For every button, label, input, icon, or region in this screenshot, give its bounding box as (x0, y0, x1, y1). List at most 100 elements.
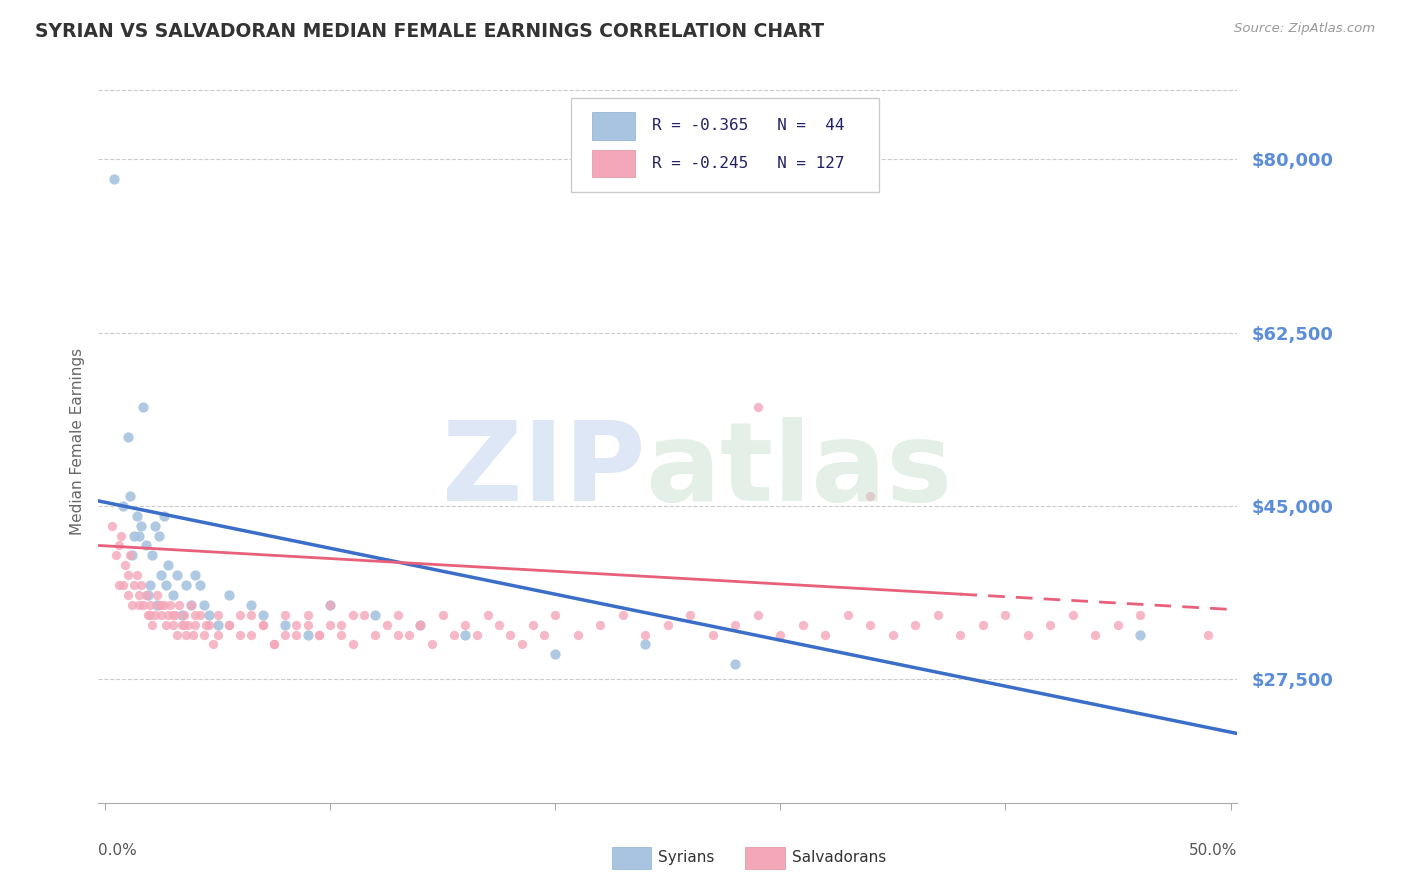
Point (634, 627, 657, 641)
Point (174, 627, 197, 641)
Point (193, 598, 215, 612)
Point (319, 598, 342, 612)
Point (409, 617, 432, 632)
Point (724, 657, 747, 672)
Point (107, 578, 129, 592)
Point (297, 627, 319, 641)
Point (522, 617, 544, 632)
Point (544, 607, 567, 622)
Point (308, 627, 330, 641)
Point (193, 627, 215, 641)
Point (188, 578, 211, 592)
Point (117, 429, 139, 443)
Point (837, 607, 859, 622)
Point (218, 588, 240, 602)
Point (240, 607, 263, 622)
Point (184, 568, 207, 582)
Point (103, 172, 125, 186)
Point (112, 578, 135, 592)
Point (1039, 617, 1062, 632)
Point (252, 617, 274, 632)
Point (904, 617, 927, 632)
Point (184, 607, 207, 622)
Point (994, 607, 1017, 622)
Point (143, 518, 166, 533)
Point (387, 627, 409, 641)
Text: atlas: atlas (645, 417, 952, 524)
Point (146, 588, 169, 602)
Point (612, 607, 634, 622)
Y-axis label: Median Female Earnings: Median Female Earnings (69, 348, 84, 535)
Point (330, 627, 353, 641)
Point (152, 598, 174, 612)
Point (148, 598, 170, 612)
Text: R = -0.245   N = 127: R = -0.245 N = 127 (652, 156, 845, 171)
Point (150, 598, 173, 612)
Point (117, 588, 139, 602)
Point (181, 627, 204, 641)
Point (170, 607, 193, 622)
Point (170, 617, 193, 632)
Point (118, 549, 141, 563)
Point (112, 499, 135, 513)
Point (353, 607, 375, 622)
Point (747, 400, 769, 414)
Point (163, 607, 186, 622)
Point (319, 598, 342, 612)
FancyBboxPatch shape (592, 150, 636, 178)
FancyBboxPatch shape (571, 98, 879, 193)
Point (107, 539, 129, 553)
Point (510, 637, 533, 651)
Point (173, 617, 195, 632)
Point (229, 627, 252, 641)
Point (139, 607, 162, 622)
Point (148, 528, 170, 542)
Point (927, 607, 949, 622)
FancyBboxPatch shape (592, 112, 636, 139)
Text: 50.0%: 50.0% (1189, 843, 1237, 857)
Point (1107, 617, 1129, 632)
Point (589, 617, 612, 632)
Point (432, 607, 454, 622)
Point (129, 518, 152, 533)
Point (1062, 607, 1084, 622)
Point (792, 617, 814, 632)
Point (155, 578, 177, 592)
Point (409, 617, 432, 632)
Point (141, 617, 163, 632)
Point (477, 607, 499, 622)
Point (152, 508, 174, 523)
Point (263, 637, 285, 651)
Point (135, 539, 157, 553)
Point (218, 617, 240, 632)
Point (443, 627, 465, 641)
Point (544, 648, 567, 662)
Point (136, 607, 159, 622)
Point (105, 549, 128, 563)
Point (169, 598, 191, 612)
Point (141, 549, 163, 563)
Point (454, 627, 477, 641)
Point (159, 598, 181, 612)
Point (387, 607, 409, 622)
Point (1129, 607, 1152, 622)
Point (139, 578, 162, 592)
Point (285, 627, 308, 641)
Text: Salvadorans: Salvadorans (792, 850, 886, 864)
Point (121, 549, 143, 563)
Point (174, 578, 197, 592)
Point (184, 617, 207, 632)
Point (197, 617, 219, 632)
Point (252, 607, 274, 622)
Text: R = -0.365   N =  44: R = -0.365 N = 44 (652, 119, 845, 133)
Point (125, 508, 148, 523)
Point (136, 588, 159, 602)
Point (1197, 627, 1219, 641)
Point (859, 617, 882, 632)
Point (1017, 627, 1039, 641)
Point (101, 518, 124, 533)
Point (398, 627, 420, 641)
Point (146, 598, 169, 612)
Point (634, 637, 657, 651)
Point (180, 598, 202, 612)
